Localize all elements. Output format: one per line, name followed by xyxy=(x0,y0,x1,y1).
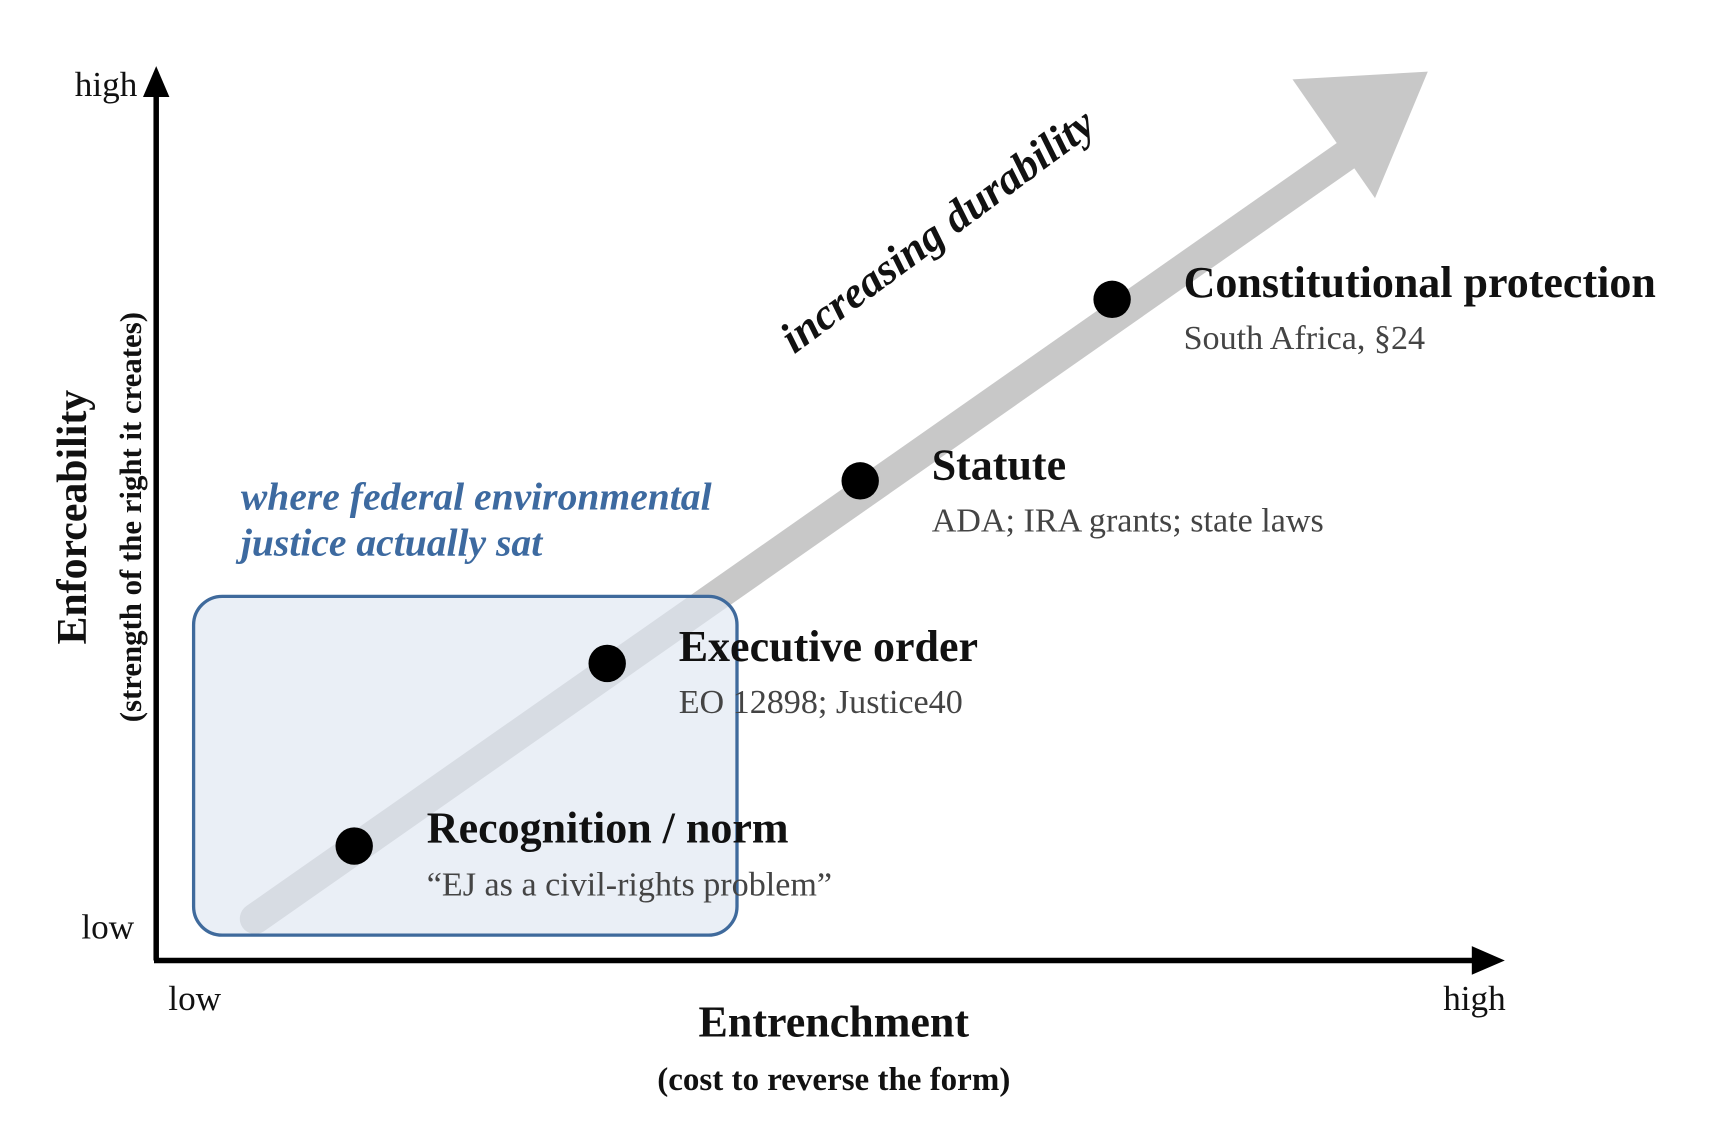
node-title: Executive order xyxy=(679,622,978,671)
node: Executive order EO 12898; Justice40 xyxy=(588,622,978,721)
y-subtitle: (strength of the right it creates) xyxy=(114,312,148,722)
y-title: Enforceability xyxy=(50,390,96,645)
node-subtitle: South Africa, §24 xyxy=(1184,320,1425,357)
node-dot xyxy=(588,644,626,683)
node-dot xyxy=(841,462,879,500)
node-dot xyxy=(1093,280,1131,319)
x-subtitle: (cost to reverse the form) xyxy=(657,1062,1010,1098)
node-title: Statute xyxy=(932,441,1066,490)
x-low: low xyxy=(168,979,221,1018)
node-subtitle: ADA; IRA grants; state laws xyxy=(932,502,1324,539)
x-high: high xyxy=(1443,979,1506,1018)
trend-arrowhead xyxy=(1292,71,1428,199)
y-axis-arrowhead xyxy=(143,66,170,97)
y-low: low xyxy=(81,907,134,946)
trend-label: increasing durability xyxy=(771,98,1104,362)
node: Statute ADA; IRA grants; state laws xyxy=(841,441,1324,539)
node-dot xyxy=(335,827,373,865)
x-axis-arrowhead xyxy=(1471,946,1505,975)
annotation-line: justice actually sat xyxy=(235,521,543,565)
node-title: Constitutional protection xyxy=(1184,258,1656,307)
node-subtitle: “EJ as a civil-rights problem” xyxy=(427,867,832,904)
x-title: Entrenchment xyxy=(699,997,970,1046)
node: Constitutional protection South Africa, … xyxy=(1093,258,1656,357)
node-title: Recognition / norm xyxy=(427,804,789,853)
y-high: high xyxy=(75,65,138,104)
node: Recognition / norm “EJ as a civil-rights… xyxy=(335,804,832,904)
node-subtitle: EO 12898; Justice40 xyxy=(679,684,963,721)
annotation-line: where federal environmental xyxy=(241,474,712,518)
